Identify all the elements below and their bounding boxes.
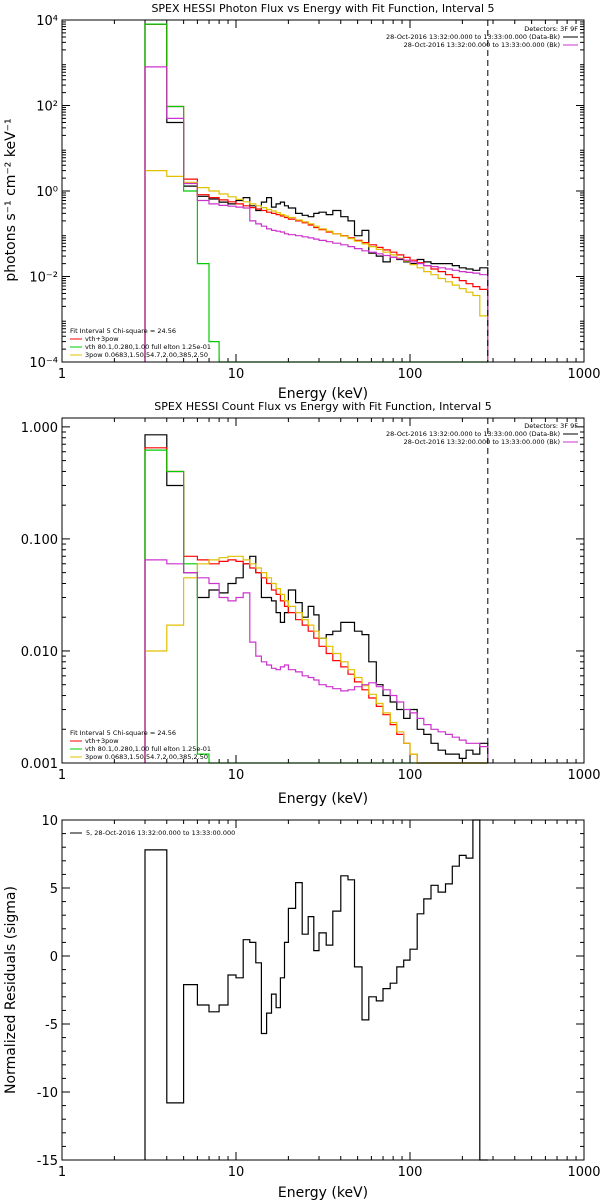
x-tick-label: 100	[398, 367, 423, 382]
y-tick-label: 5	[50, 882, 58, 897]
residuals-ticks: 1 10 100 1000 -15 -10 -5 0 5 10	[37, 814, 600, 1180]
residuals-xlabel: Energy (keV)	[278, 1185, 368, 1200]
x-tick-label: 1	[58, 1165, 66, 1180]
y-tick-label: 10	[41, 814, 58, 829]
y-tick-label: 10²	[36, 100, 58, 115]
x-tick-label: 1	[58, 367, 66, 382]
y-tick-label: 10⁻⁴	[29, 356, 58, 371]
y-tick-label: 10⁴	[36, 14, 58, 29]
series-28-oct-2016-13-32-00-000-to-13-33-00-000-data-bk	[144, 23, 489, 362]
series-3pow-0-0683-1-50-54-7-2-00-385-2-50	[144, 555, 488, 764]
residuals-ylabel: Normalized Residuals (sigma)	[3, 886, 19, 1094]
photon-flux-legend-total: vth+3pow	[85, 335, 119, 343]
x-tick-label: 1000	[567, 1165, 600, 1180]
y-tick-label: 10⁻²	[29, 271, 58, 286]
series-28-oct-2016-13-32-00-000-to-13-33-00-000-data-bk	[144, 434, 489, 763]
count-flux-legend-total: vth+3pow	[85, 737, 119, 745]
count-flux-legend-thermal: vth 80.1,0.280,1.00 full elton 1.25e-01	[85, 745, 211, 753]
residuals-series	[144, 819, 488, 1161]
x-tick-label: 100	[398, 1165, 423, 1180]
series-28-oct-2016-13-32-00-000-to-13-33-00-000-bk	[144, 559, 489, 763]
series-3pow-0-0683-1-50-54-7-2-00-385-2-50	[144, 170, 489, 362]
count-flux-legend-data: 28-Oct-2016 13:32:00.000 to 13:33:00.000…	[386, 430, 560, 438]
count-flux-series	[144, 434, 489, 764]
series-28-oct-2016-13-32-00-000-to-13-33-00-000-bk	[144, 66, 489, 362]
count-flux-legend-bottom: Fit Interval 5 Chi-square = 24.56 vth+3p…	[70, 729, 211, 761]
photon-flux-plot-frame	[61, 19, 585, 363]
x-tick-label: 1	[58, 768, 66, 783]
y-tick-label: 1.000	[21, 421, 58, 436]
count-flux-title: SPEX HESSI Count Flux vs Energy with Fit…	[154, 400, 491, 413]
count-flux-ticks: 1 10 100 1000 0.001 0.010 0.100 1.000	[21, 418, 600, 783]
count-flux-legend-bk: 28-Oct-2016 13:32:00.000 to 13:33:00.000…	[404, 438, 560, 446]
photon-flux-legend-bottom: Fit Interval 5 Chi-square = 24.56 vth+3p…	[70, 327, 211, 359]
photon-flux-xlabel: Energy (keV)	[278, 386, 368, 402]
y-tick-label: 0.001	[21, 757, 58, 772]
series-5-28-oct-2016-13-32-00-000-to-13-33-00-000	[144, 819, 488, 1161]
y-tick-label: 10⁰	[36, 185, 58, 200]
photon-flux-legend-bk: 28-Oct-2016 13:32:00.000 to 13:33:00.000…	[404, 41, 560, 49]
photon-flux-fit-info: Fit Interval 5 Chi-square = 24.56	[70, 327, 176, 335]
x-tick-label: 100	[398, 768, 423, 783]
x-tick-label: 10	[228, 1165, 245, 1180]
photon-flux-detectors: Detectors: 3F 9F	[524, 25, 578, 33]
x-tick-label: 10	[228, 367, 245, 382]
photon-flux-legend-powerlaw: 3pow 0.0683,1.50,54.7,2.00,385,2.50	[85, 351, 208, 359]
residuals-legend-label: 5, 28-Oct-2016 13:32:00.000 to 13:33:00.…	[86, 829, 235, 837]
count-flux-legend-top: Detectors: 3F 9F 28-Oct-2016 13:32:00.00…	[386, 422, 578, 446]
y-tick-label: -15	[37, 1154, 58, 1169]
series-vth-3pow	[144, 447, 488, 764]
y-tick-label: 0.100	[21, 533, 58, 548]
x-tick-label: 1000	[567, 367, 600, 382]
photon-flux-series	[144, 23, 489, 363]
count-flux-xlabel: Energy (keV)	[278, 791, 368, 807]
series-vth-3pow	[144, 23, 489, 362]
y-tick-label: -5	[45, 1018, 58, 1033]
count-flux-detectors: Detectors: 3F 9F	[524, 422, 578, 430]
residuals-plot-frame	[61, 819, 585, 1161]
count-flux-fit-info: Fit Interval 5 Chi-square = 24.56	[70, 729, 176, 737]
x-tick-label: 1000	[567, 768, 600, 783]
photon-flux-title: SPEX HESSI Photon Flux vs Energy with Fi…	[151, 2, 494, 15]
residuals-legend: 5, 28-Oct-2016 13:32:00.000 to 13:33:00.…	[70, 829, 235, 837]
y-tick-label: 0.010	[21, 645, 58, 660]
photon-flux-legend-top: Detectors: 3F 9F 28-Oct-2016 13:32:00.00…	[386, 25, 578, 49]
photon-flux-ticks: 1 10 100 1000 10⁻⁴ 10⁻² 10⁰ 10² 10⁴	[29, 14, 600, 382]
photon-flux-ylabel: photons s⁻¹ cm⁻² keV⁻¹	[3, 118, 19, 281]
photon-flux-panel: SPEX HESSI Photon Flux vs Energy with Fi…	[3, 2, 600, 402]
y-tick-label: -10	[37, 1086, 58, 1101]
residuals-panel: Energy (keV) Normalized Residuals (sigma…	[3, 814, 600, 1200]
photon-flux-legend-data: 28-Oct-2016 13:32:00.000 to 13:33:00.000…	[386, 33, 560, 41]
photon-flux-legend-thermal: vth 80.1,0.280,1.00 full elton 1.25e-01	[85, 343, 211, 351]
count-flux-panel: SPEX HESSI Count Flux vs Energy with Fit…	[21, 400, 600, 807]
x-tick-label: 10	[228, 768, 245, 783]
count-flux-plot-frame	[61, 417, 585, 764]
y-tick-label: 0	[50, 950, 58, 965]
count-flux-legend-powerlaw: 3pow 0.0683,1.50,54.7,2.00,385,2.50	[85, 753, 208, 761]
series-vth-80-1-0-280-1-00-full-elton-1-25e-01	[144, 449, 488, 764]
series-vth-80-1-0-280-1-00-full-elton-1-25e-01	[144, 23, 488, 363]
